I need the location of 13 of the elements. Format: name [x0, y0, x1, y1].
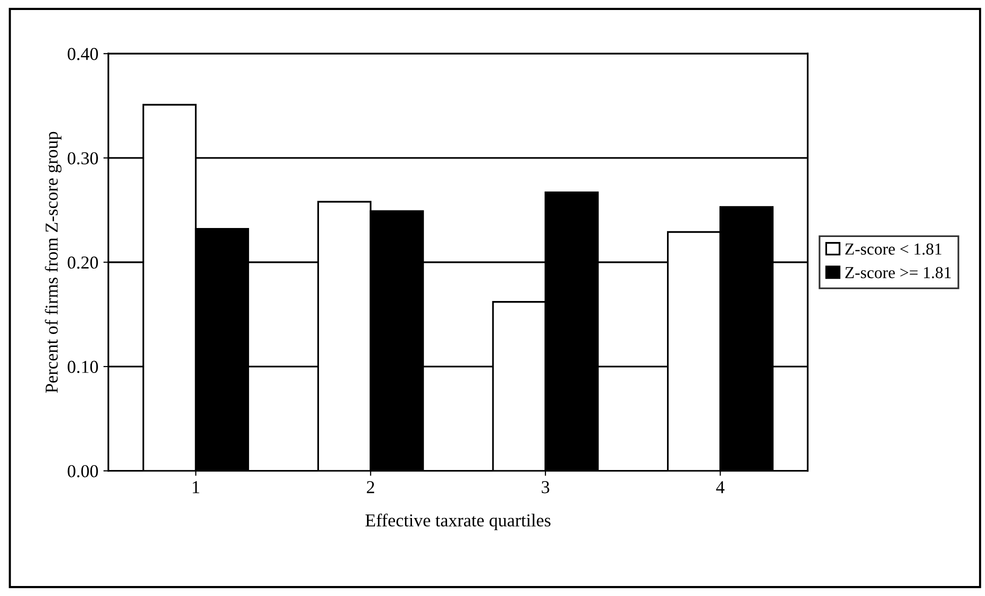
- x-tick-label: 1: [192, 481, 200, 494]
- y-tick-label: 0.20: [68, 256, 98, 269]
- x-tick-label: 2: [366, 481, 374, 494]
- legend-label: Z-score >= 1.81: [845, 266, 951, 278]
- legend-label: Z-score < 1.81: [845, 243, 942, 255]
- y-tick-label: 0.30: [68, 152, 98, 164]
- y-tick-label: 0.10: [68, 360, 98, 374]
- x-tick-label: 4: [716, 481, 725, 494]
- y-tick-label: 0.40: [68, 48, 98, 60]
- y-tick-label: 0.00: [68, 465, 98, 478]
- x-tick-label: 3: [542, 481, 550, 494]
- x-axis-title: Effective taxrate quartiles: [365, 514, 550, 530]
- y-axis-title: Percent of firms from Z-score group: [44, 132, 62, 393]
